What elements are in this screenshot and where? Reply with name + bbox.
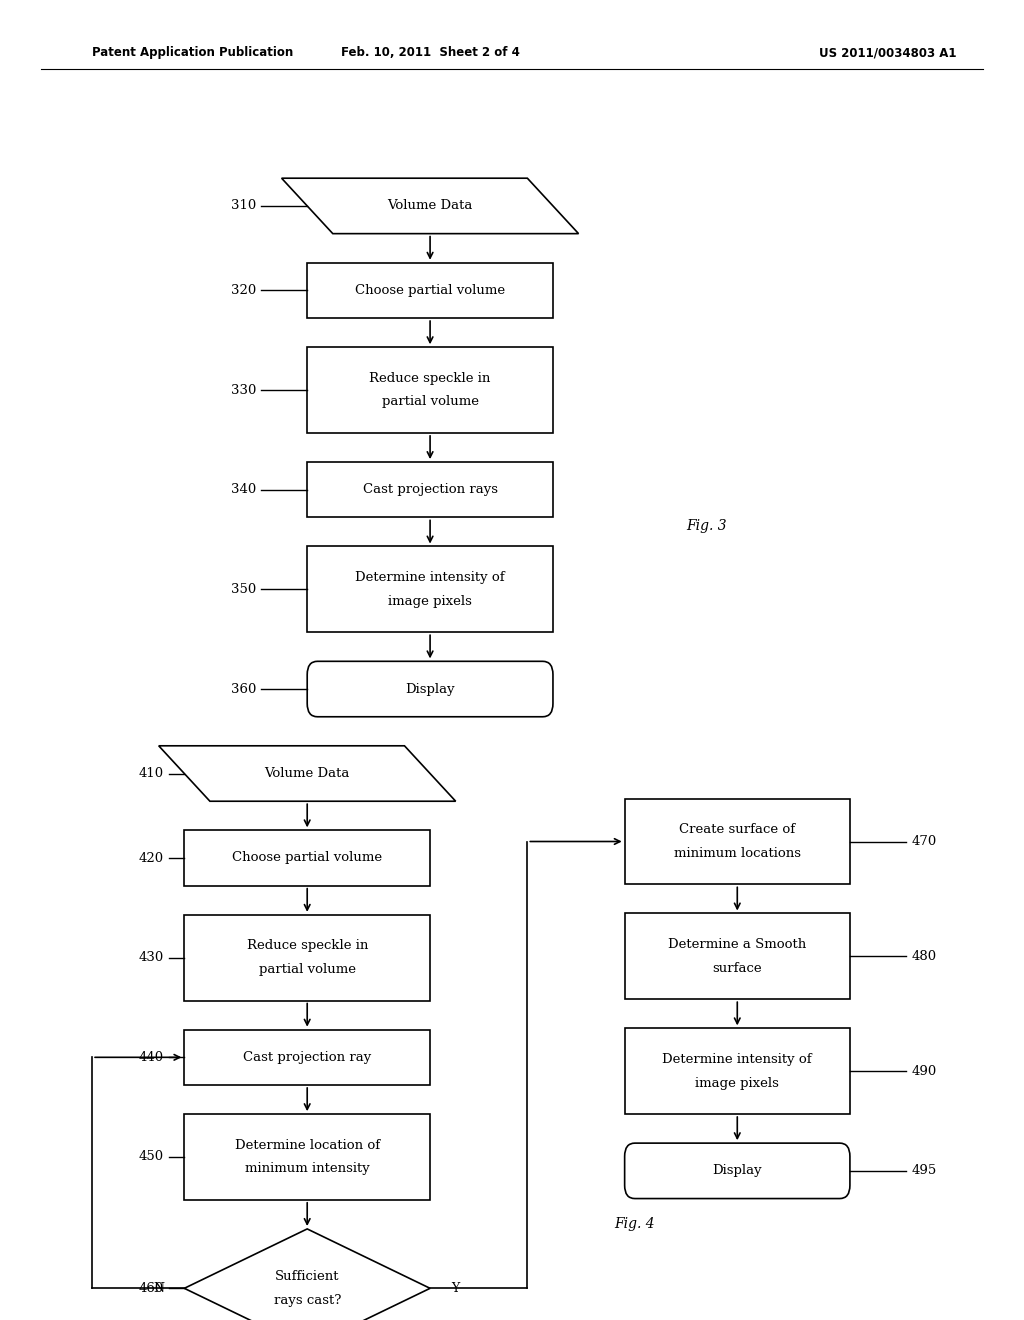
Text: Patent Application Publication: Patent Application Publication	[92, 46, 294, 59]
FancyBboxPatch shape	[625, 913, 850, 999]
Text: Create surface of: Create surface of	[679, 824, 796, 836]
Text: Choose partial volume: Choose partial volume	[355, 284, 505, 297]
Polygon shape	[159, 746, 456, 801]
Text: Volume Data: Volume Data	[387, 199, 473, 213]
Polygon shape	[184, 1229, 430, 1320]
FancyBboxPatch shape	[307, 546, 553, 632]
Text: Determine intensity of: Determine intensity of	[355, 572, 505, 583]
FancyBboxPatch shape	[307, 462, 553, 517]
Text: 460: 460	[138, 1282, 164, 1295]
FancyBboxPatch shape	[625, 1143, 850, 1199]
Text: 360: 360	[230, 682, 256, 696]
Text: 470: 470	[911, 836, 937, 847]
Text: partial volume: partial volume	[382, 396, 478, 408]
Text: Fig. 3: Fig. 3	[686, 519, 727, 533]
FancyBboxPatch shape	[307, 347, 553, 433]
Text: Cast projection rays: Cast projection rays	[362, 483, 498, 496]
Text: 490: 490	[911, 1065, 937, 1077]
Text: 495: 495	[911, 1164, 937, 1177]
FancyBboxPatch shape	[184, 1114, 430, 1200]
Text: 410: 410	[138, 767, 164, 780]
Text: image pixels: image pixels	[388, 595, 472, 607]
Text: Determine intensity of: Determine intensity of	[663, 1053, 812, 1065]
FancyBboxPatch shape	[307, 263, 553, 318]
FancyBboxPatch shape	[184, 915, 430, 1001]
Text: Determine a Smooth: Determine a Smooth	[668, 939, 807, 950]
FancyBboxPatch shape	[184, 1030, 430, 1085]
Text: 430: 430	[138, 952, 164, 964]
Text: Sufficient: Sufficient	[275, 1270, 339, 1283]
FancyBboxPatch shape	[307, 661, 553, 717]
Polygon shape	[282, 178, 579, 234]
Text: Reduce speckle in: Reduce speckle in	[247, 940, 368, 952]
Text: minimum intensity: minimum intensity	[245, 1163, 370, 1175]
Text: Reduce speckle in: Reduce speckle in	[370, 372, 490, 384]
Text: 440: 440	[138, 1051, 164, 1064]
Text: 350: 350	[230, 583, 256, 595]
FancyBboxPatch shape	[184, 830, 430, 886]
Text: Determine location of: Determine location of	[234, 1139, 380, 1151]
Text: 340: 340	[230, 483, 256, 496]
Text: Display: Display	[406, 682, 455, 696]
Text: minimum locations: minimum locations	[674, 847, 801, 859]
Text: rays cast?: rays cast?	[273, 1294, 341, 1307]
FancyBboxPatch shape	[625, 1028, 850, 1114]
Text: Feb. 10, 2011  Sheet 2 of 4: Feb. 10, 2011 Sheet 2 of 4	[341, 46, 519, 59]
Text: 420: 420	[138, 851, 164, 865]
Text: N: N	[154, 1282, 164, 1295]
Text: 320: 320	[230, 284, 256, 297]
Text: 450: 450	[138, 1151, 164, 1163]
Text: Display: Display	[713, 1164, 762, 1177]
Text: surface: surface	[713, 962, 762, 974]
Text: 480: 480	[911, 950, 937, 962]
Text: Choose partial volume: Choose partial volume	[232, 851, 382, 865]
Text: 310: 310	[230, 199, 256, 213]
Text: image pixels: image pixels	[695, 1077, 779, 1089]
Text: Cast projection ray: Cast projection ray	[243, 1051, 372, 1064]
Text: partial volume: partial volume	[259, 964, 355, 975]
FancyBboxPatch shape	[625, 799, 850, 884]
Text: 330: 330	[230, 384, 256, 396]
Text: US 2011/0034803 A1: US 2011/0034803 A1	[819, 46, 956, 59]
Text: Fig. 4: Fig. 4	[614, 1217, 655, 1230]
Text: Volume Data: Volume Data	[264, 767, 350, 780]
Text: Y: Y	[452, 1282, 460, 1295]
